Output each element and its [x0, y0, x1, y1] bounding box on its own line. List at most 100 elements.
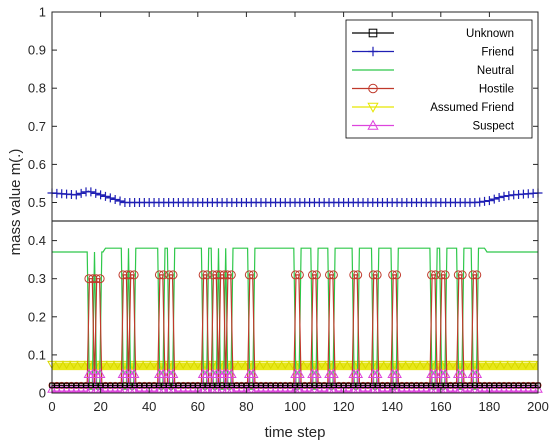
series-suspect-marker [431, 384, 441, 393]
series-suspect-marker [494, 384, 504, 393]
y-tick-label: 0.4 [28, 233, 46, 248]
series-suspect-marker [440, 384, 451, 393]
series-suspect-peak-marker [94, 368, 106, 378]
series-suspect-marker [256, 384, 266, 393]
x-axis-title: time step [265, 424, 326, 441]
series-assumed-friend-marker [338, 360, 349, 370]
series-suspect-marker [149, 384, 159, 393]
series-hostile-peak-marker [349, 270, 359, 280]
x-tick-label: 160 [430, 399, 452, 414]
x-tick-label: 140 [381, 399, 403, 414]
series-assumed-friend-marker [462, 360, 473, 370]
series-suspect-marker [411, 384, 422, 393]
series-assumed-friend-marker [149, 360, 159, 370]
series-layer [47, 187, 543, 393]
x-tick-label: 100 [284, 399, 306, 414]
series-suspect-marker [358, 384, 368, 393]
series-suspect-marker [450, 384, 461, 393]
series-hostile-peak-marker [212, 270, 222, 280]
series-assumed-friend-marker [61, 360, 72, 370]
series-suspect-marker [294, 384, 305, 393]
series-suspect-marker [353, 384, 364, 393]
series-assumed-friend-marker [302, 360, 313, 370]
series-suspect-marker [518, 384, 529, 393]
series-assumed-friend-marker [382, 360, 393, 370]
series-suspect-marker [51, 384, 62, 393]
legend-marker [367, 102, 379, 113]
series-suspect-marker [445, 384, 456, 393]
series-suspect-marker [270, 384, 281, 393]
series-friend-marker [489, 194, 499, 204]
series-assumed-friend-marker [185, 360, 196, 370]
series-suspect-marker [265, 384, 276, 393]
series-assumed-friend-marker [418, 360, 429, 370]
series-suspect-marker [202, 384, 213, 393]
series-suspect-marker [508, 384, 519, 393]
series-friend-marker [115, 196, 125, 206]
series-suspect-marker [56, 384, 67, 393]
series-hostile-peak-marker [164, 270, 174, 280]
ticks-layer: 0 20 40 60 80 100 120 140 160 180 200 0 0.1 0.2 0.3 0.4… [28, 5, 549, 415]
legend-label: Hostile [479, 84, 514, 96]
series-hostile-peak-marker [122, 270, 132, 280]
series-friend-marker [71, 190, 81, 200]
series-suspect-peak-marker [471, 368, 483, 378]
series-assumed-friend-marker [506, 360, 517, 370]
series-suspect-marker [397, 384, 407, 393]
y-tick-label: 1 [39, 5, 46, 20]
x-tick-label: 80 [239, 399, 253, 414]
series-suspect-marker [343, 384, 354, 393]
series-suspect-peak-marker [430, 368, 441, 378]
series-hostile-peak-marker [95, 274, 105, 284]
series-hostile-peak-marker [328, 270, 338, 280]
series-suspect-peak-marker [328, 368, 339, 378]
y-tick-label: 0.6 [28, 157, 46, 172]
series-suspect-marker [154, 384, 164, 393]
series-suspect-marker [173, 384, 184, 393]
series-assumed-friend-marker [54, 360, 65, 370]
series-friend-marker [480, 196, 490, 206]
series-assumed-friend-marker [513, 360, 524, 370]
series-suspect-marker [124, 384, 135, 393]
series-suspect-marker [251, 384, 261, 393]
series-suspect-marker [523, 384, 534, 393]
series-hostile-peak-marker [368, 270, 378, 280]
series-suspect-marker [465, 384, 475, 393]
legend-label: Assumed Friend [430, 102, 514, 114]
series-suspect-marker [406, 384, 417, 393]
series-suspect-marker [197, 384, 208, 393]
series-suspect-marker [129, 384, 140, 393]
series-suspect-marker [217, 384, 227, 393]
series-assumed-friend-band [52, 362, 538, 371]
series-assumed-friend-marker [265, 360, 276, 370]
series-suspect-marker [81, 384, 91, 393]
series-suspect-marker [367, 384, 378, 393]
series-assumed-friend-marker [69, 360, 79, 370]
series-hostile-peak-marker [457, 270, 467, 280]
series-suspect-marker [377, 384, 388, 393]
series-assumed-friend-marker [105, 360, 116, 370]
series-assumed-friend-marker [397, 360, 407, 370]
series-hostile-peak-marker [248, 270, 258, 280]
series-assumed-friend-marker [404, 360, 415, 370]
series-suspect-marker [421, 384, 432, 393]
series-assumed-friend-marker [273, 360, 283, 370]
x-tick-label: 60 [191, 399, 205, 414]
series-suspect-marker [285, 384, 296, 393]
x-tick-label: 200 [527, 399, 549, 414]
series-assumed-friend-marker [411, 360, 422, 370]
series-suspect-peak-marker [439, 368, 451, 378]
series-hostile-peak-marker [427, 270, 437, 280]
series-suspect-marker [100, 384, 111, 393]
series-suspect-marker [212, 384, 223, 393]
series-suspect-marker [528, 384, 539, 393]
series-suspect-marker [460, 384, 470, 393]
legend-label: Friend [481, 47, 514, 59]
series-suspect-peak-marker [225, 368, 237, 378]
y-tick-label: 0.9 [28, 43, 46, 58]
series-assumed-friend-marker [76, 360, 87, 370]
series-suspect-marker [207, 384, 218, 393]
series-friend-marker [91, 188, 101, 198]
series-assumed-friend-marker [178, 360, 189, 370]
series-suspect-peak-marker [167, 368, 179, 378]
